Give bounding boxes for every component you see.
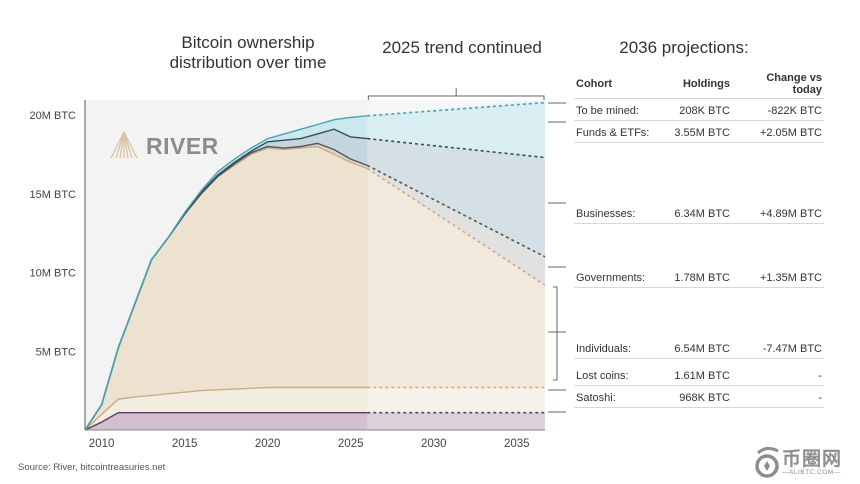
table-row: To be mined: 208K BTC -822K BTC <box>574 98 824 121</box>
cell-cohort: Funds & ETFs: <box>574 120 666 143</box>
x-tick-label: 2025 <box>338 438 364 450</box>
cell-holdings: 208K BTC <box>666 98 732 121</box>
line-funds-etfs-historical <box>84 115 368 431</box>
cell-change: +4.89M BTC <box>732 142 824 224</box>
cell-change: - <box>732 385 824 408</box>
projection-region-background <box>367 100 545 430</box>
chart-title-line-1: Bitcoin ownership <box>181 33 315 52</box>
cell-holdings: 6.34M BTC <box>666 142 732 224</box>
x-tick-labels: 2010 2015 2020 2025 2030 2035 <box>89 438 530 450</box>
individuals-bracket <box>553 286 558 381</box>
cell-cohort: Individuals: <box>574 287 666 359</box>
line-lost-coins-historical <box>84 386 368 431</box>
table-row: Businesses: 6.34M BTC +4.89M BTC <box>574 142 824 224</box>
river-mountain-icon <box>110 131 138 159</box>
cell-holdings: 968K BTC <box>666 385 732 408</box>
cell-cohort: Lost coins: <box>574 358 666 386</box>
x-tick-label: 2015 <box>172 438 198 450</box>
cell-cohort: Governments: <box>574 223 666 288</box>
header-change: Change vs today <box>732 70 824 99</box>
chart-title-line-2: distribution over time <box>169 53 327 72</box>
cell-change: -7.47M BTC <box>732 287 824 359</box>
cell-holdings: 1.78M BTC <box>666 223 732 288</box>
cell-change: +1.35M BTC <box>732 223 824 288</box>
y-tick-label: 5M BTC <box>36 346 76 358</box>
chart-title: Bitcoin ownership distribution over time <box>148 33 348 73</box>
trend-annotation-title: 2025 trend continued <box>382 38 542 57</box>
cell-cohort: Businesses: <box>574 142 666 224</box>
cell-cohort: To be mined: <box>574 98 666 121</box>
river-logo: RIVER <box>110 131 219 159</box>
leader-lines <box>548 102 566 413</box>
area-individuals <box>85 146 545 430</box>
cell-change: -822K BTC <box>732 98 824 121</box>
cell-change: - <box>732 358 824 386</box>
cell-holdings: 1.61M BTC <box>666 358 732 386</box>
x-tick-label: 2010 <box>89 438 115 450</box>
river-logo-text: RIVER <box>146 133 219 159</box>
source-note: Source: River, bitcointreasuries.net <box>18 462 166 473</box>
watermark-text: 币圈网 <box>782 449 843 470</box>
cell-cohort: Satoshi: <box>574 385 666 408</box>
table-row: Governments: 1.78M BTC +1.35M BTC <box>574 223 824 288</box>
trend-bracket-path <box>367 88 545 100</box>
y-tick-label: 15M BTC <box>30 189 77 201</box>
x-tick-label: 2030 <box>421 438 447 450</box>
cell-holdings: 6.54M BTC <box>666 287 732 359</box>
x-tick-label: 2035 <box>504 438 530 450</box>
table-row: Lost coins: 1.61M BTC - <box>574 358 824 386</box>
y-tick-labels: 5M BTC 10M BTC 15M BTC 20M BTC <box>30 110 77 358</box>
projections-table: Cohort Holdings Change vs today To be mi… <box>574 70 824 408</box>
trend-bracket <box>367 88 545 100</box>
cell-change: +2.05M BTC <box>732 120 824 143</box>
area-satoshi <box>85 412 545 430</box>
watermark: 币圈网 —ALIBTC.COM— <box>752 443 860 483</box>
header-holdings: Holdings <box>666 70 732 99</box>
table-header-row: Cohort Holdings Change vs today <box>574 70 824 99</box>
cell-holdings: 3.55M BTC <box>666 120 732 143</box>
header-cohort: Cohort <box>574 70 666 99</box>
watermark-subtext: —ALIBTC.COM— <box>782 469 841 476</box>
boundary-lines <box>84 101 546 431</box>
table-row: Funds & ETFs: 3.55M BTC +2.05M BTC <box>574 120 824 143</box>
projections-title: 2036 projections: <box>619 38 749 57</box>
y-tick-label: 10M BTC <box>30 268 77 280</box>
watermark-coin-icon <box>755 446 779 478</box>
table-row: Satoshi: 968K BTC - <box>574 385 824 408</box>
table-row: Individuals: 6.54M BTC -7.47M BTC <box>574 287 824 359</box>
line-satoshi-historical <box>84 412 368 431</box>
area-layers <box>85 99 545 431</box>
x-tick-label: 2020 <box>255 438 281 450</box>
y-tick-label: 20M BTC <box>30 110 77 122</box>
